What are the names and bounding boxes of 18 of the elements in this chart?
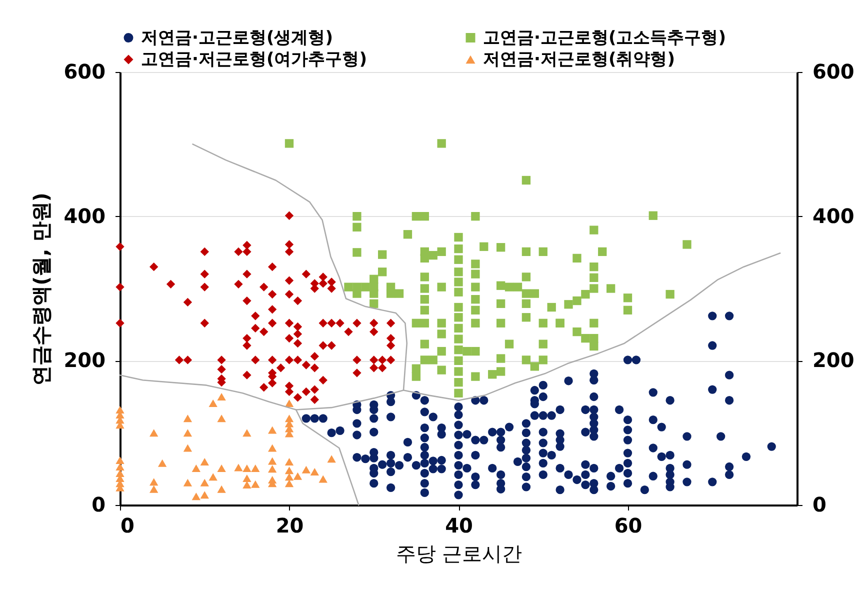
y-tick-label: 600 — [64, 60, 106, 84]
y2-tick-label: 400 — [812, 204, 854, 228]
x-axis-title: 주당 근로시간 — [396, 542, 522, 566]
y-tick-label: 0 — [92, 492, 106, 516]
x-tick-label: 0 — [120, 514, 134, 538]
y2-tick-label: 0 — [812, 492, 826, 516]
y-tick-label: 200 — [64, 348, 106, 372]
y2-tick-label: 200 — [812, 348, 854, 372]
x-tick-label: 60 — [614, 514, 642, 538]
y2-tick-label: 600 — [812, 60, 854, 84]
legend-label: 저연금·저근로형(취약형) — [483, 50, 675, 70]
y-tick-label: 400 — [64, 204, 106, 228]
x-tick-label: 40 — [445, 514, 473, 538]
y-axis-title: 연금수령액(월, 만원) — [28, 192, 53, 386]
legend-label: 저연금·고근로형(생계형) — [141, 28, 333, 48]
x-tick-label: 20 — [276, 514, 304, 538]
legend-label: 고연금·고근로형(고소득추구형) — [483, 28, 726, 48]
legend-label: 고연금·저근로형(여가추구형) — [141, 50, 367, 70]
